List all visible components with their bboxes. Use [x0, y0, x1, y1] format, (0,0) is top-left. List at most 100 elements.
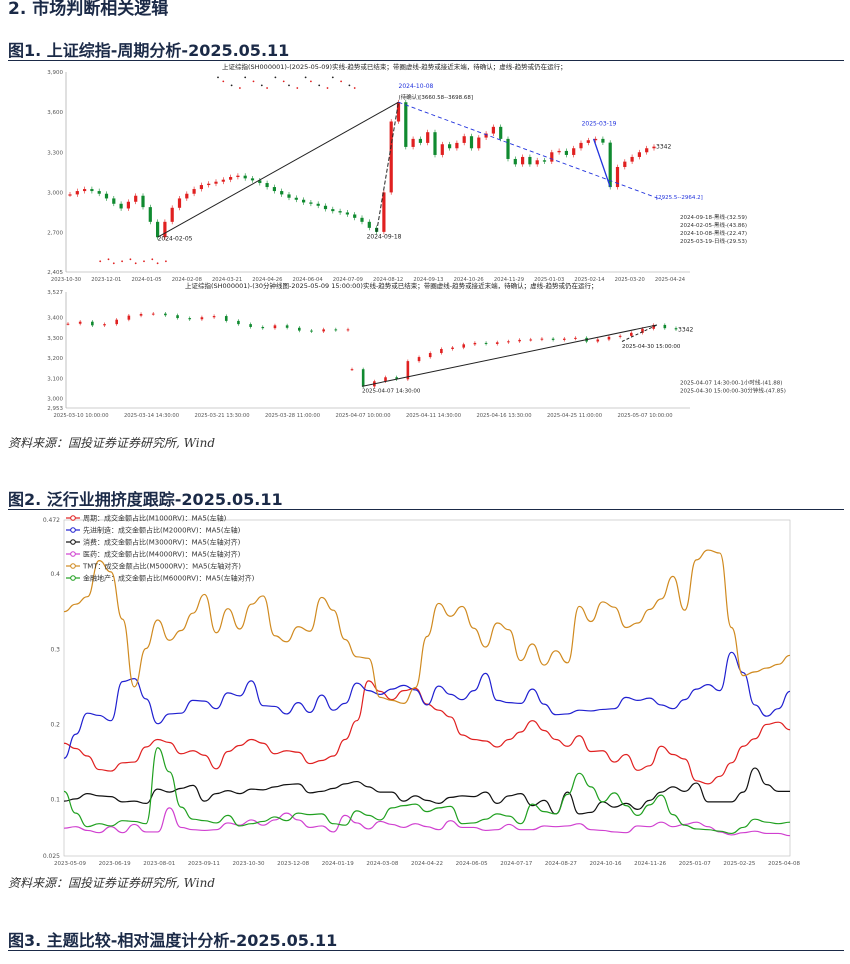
- upper-candle-body: [426, 132, 430, 143]
- lower-candle-seg2-body: [518, 339, 521, 342]
- upper-candle-body: [75, 191, 79, 195]
- lower-x-tick-label: 2025-04-16 13:30:00: [476, 413, 531, 419]
- lower-candle-seg2-body: [451, 347, 454, 349]
- upper-signal-dot: [217, 76, 219, 79]
- upper-signal-dot: [340, 80, 342, 83]
- x-tick-label: 2024-10-16: [590, 861, 622, 867]
- upper-candle-body: [411, 138, 415, 147]
- upper-candle-body: [353, 214, 357, 218]
- lower-candle-seg2-body: [406, 361, 410, 380]
- upper-candle-body: [542, 160, 547, 162]
- upper-signal-dot: [331, 76, 334, 79]
- plot-frame: [63, 519, 791, 857]
- lower-candle-seg2-body: [462, 344, 466, 348]
- upper-candle-body: [594, 138, 598, 141]
- lower-candle-seg1-body: [176, 315, 179, 319]
- lower-x-tick-label: 2025-03-14 14:30:00: [124, 413, 179, 419]
- lower-candle-seg1-body: [322, 329, 325, 332]
- y-tick-label: 0.025: [43, 853, 60, 860]
- lower-annot-last: 3342: [678, 326, 693, 333]
- upper-candle-body: [192, 189, 196, 194]
- x-tick-label: 2023-06-19: [99, 861, 131, 867]
- upper-candle-body: [243, 175, 247, 179]
- upper-candle-body: [623, 161, 627, 167]
- lower-candle-seg1-body: [298, 327, 301, 331]
- series-line-1: [63, 651, 791, 759]
- legend-label-2: 消费：成交金额占比(M3000RV)：MA5(左轴对齐): [83, 538, 241, 547]
- upper-signal-dot: [239, 87, 241, 89]
- upper-signal-dot: [112, 262, 115, 265]
- upper-candle-body: [156, 221, 160, 238]
- upper-candle-body: [250, 178, 255, 181]
- upper-signal-dot: [156, 262, 159, 265]
- upper-signal-dot: [99, 260, 102, 263]
- upper-candle-body: [382, 192, 386, 232]
- upper-signal-dot: [222, 80, 225, 83]
- lower-y-tick-label: 3,400: [47, 316, 63, 322]
- upper-trend-line-blue: [592, 138, 611, 188]
- figure-2-top-rule: [8, 509, 844, 510]
- upper-x-tick-label: 2024-07-09: [333, 277, 363, 283]
- upper-candle-body: [477, 137, 481, 149]
- figure-1-top-rule: [8, 60, 844, 61]
- upper-candle-body: [484, 133, 488, 138]
- series-line-0: [63, 680, 791, 785]
- upper-candle-body: [265, 183, 269, 188]
- lower-candle-seg1-body: [103, 324, 106, 326]
- upper-candle-body: [163, 221, 167, 238]
- lower-annot-cycle: 2025-04-07 14:30:00-1小时线-(41.88): [680, 378, 782, 386]
- upper-candle-body: [557, 150, 561, 153]
- lower-x-tick-label: 2025-03-10 10:00:00: [53, 413, 108, 419]
- lower-y-tick-label: 3,527: [47, 290, 63, 296]
- upper-candle-body: [550, 152, 554, 162]
- lower-candle-seg2-body: [484, 342, 488, 344]
- upper-candle-body: [90, 189, 94, 192]
- lower-annot-apr07: 2025-04-07 14:30:00: [362, 388, 421, 394]
- upper-candle-body: [280, 191, 284, 195]
- lower-x-tick-label: 2025-03-28 11:00:00: [265, 413, 320, 419]
- upper-y-tick-label: 3,000: [47, 190, 63, 196]
- upper-annot-low-date: 2024-02-05: [158, 236, 193, 243]
- upper-candle-body: [207, 183, 211, 186]
- lower-candle-seg1-body: [212, 316, 216, 318]
- lower-candle-seg2-body: [551, 338, 555, 340]
- lower-candle-seg1-body: [139, 314, 143, 316]
- upper-x-tick-label: 2025-02-14: [574, 277, 605, 283]
- series-line-5: [63, 747, 791, 835]
- upper-signal-dot: [353, 87, 356, 89]
- upper-candle-body: [506, 138, 510, 159]
- legend-marker-2: [70, 539, 76, 545]
- lower-candle-seg2-body: [607, 336, 611, 340]
- lower-x-tick-label: 2025-04-25 11:00:00: [547, 413, 602, 419]
- figure-1-title: 图1. 上证综指-周期分析-2025.05.11: [8, 41, 290, 60]
- y-tick-label: 0.3: [50, 646, 60, 653]
- upper-annot-cycle: 2024-10-08-黑线-(22.47): [680, 229, 747, 237]
- y-tick-label: 0.1: [50, 797, 60, 804]
- lower-candle-seg1-body: [188, 318, 192, 320]
- legend-label-5: 金融地产：成交金额占比(M6000RV)：MA5(左轴对齐): [83, 574, 255, 583]
- legend-marker-1: [70, 527, 76, 533]
- lower-chart-title: 上证综指(SH000001)-(30分钟线图-2025-05-09 15:00:…: [185, 281, 598, 290]
- upper-candle-body: [331, 209, 335, 212]
- upper-signal-dot: [252, 80, 255, 83]
- lower-candle-seg2-body: [618, 335, 622, 337]
- upper-y-tick-label: 3,300: [47, 150, 63, 156]
- upper-candle-body: [499, 126, 503, 139]
- x-tick-label: 2024-07-17: [500, 861, 532, 867]
- x-tick-label: 2025-04-08: [768, 861, 800, 867]
- lower-candle-seg1-body: [346, 329, 350, 331]
- upper-signal-dot: [282, 80, 285, 83]
- upper-x-tick-label: 2024-09-13: [413, 277, 443, 283]
- lower-annot-apr30: 2025-04-30 15:00:00: [622, 344, 681, 350]
- x-tick-label: 2024-03-08: [366, 861, 398, 867]
- upper-signal-dot: [143, 260, 145, 263]
- upper-signal-dot: [134, 262, 137, 265]
- lower-x-tick-label: 2025-05-07 10:00:00: [617, 413, 672, 419]
- upper-candle-body: [418, 138, 422, 143]
- upper-candle-body: [367, 221, 371, 228]
- lower-candle-seg2-body: [641, 328, 644, 333]
- x-tick-label: 2025-02-25: [723, 861, 755, 867]
- upper-x-tick-label: 2024-06-04: [293, 277, 324, 283]
- upper-candle-body: [302, 199, 306, 203]
- lower-candle-seg2-body: [361, 369, 365, 387]
